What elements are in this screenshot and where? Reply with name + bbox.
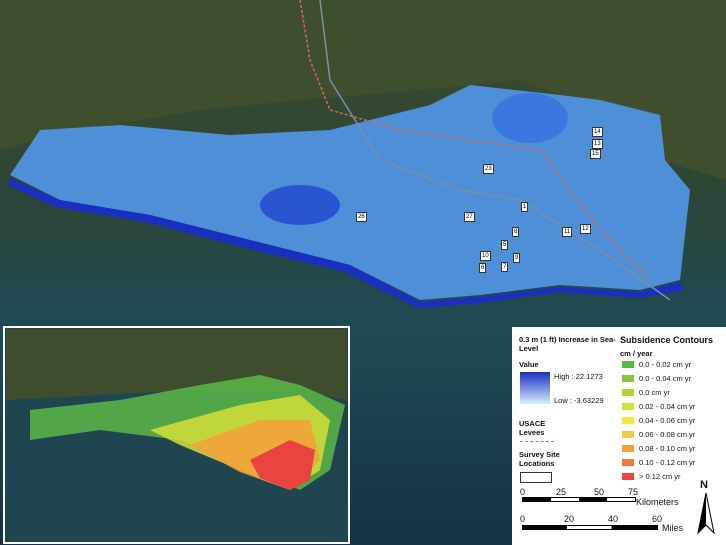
levee-title: USACE Levees [519, 419, 546, 437]
km-unit: Kilometers [636, 497, 679, 507]
class-label: 0.0 cm yr [639, 388, 670, 397]
class-label: 0.10 - 0.12 cm yr [639, 458, 696, 467]
value-low: Low : -3.63229 [554, 396, 604, 405]
value-heading: Value [519, 360, 539, 369]
coast-edge [8, 178, 684, 308]
north-arrow [697, 493, 715, 535]
subsidence-title: Subsidence Contours [620, 335, 714, 345]
site-label: 26 [356, 212, 367, 222]
site-label: 6 [479, 263, 487, 273]
km-tick-label: 25 [556, 487, 567, 497]
legend-title: 0.3 m (1 ft) Increase in Sea-Level [519, 335, 616, 353]
class-swatch [622, 445, 634, 452]
class-swatch [622, 361, 634, 368]
site-label: 13 [592, 139, 603, 149]
site-label: 15 [590, 149, 601, 159]
lake [492, 93, 568, 143]
site-label: 7 [501, 262, 509, 272]
site-swatch [520, 472, 552, 483]
km-tick-label: 50 [594, 487, 605, 497]
mi-unit: Miles [662, 523, 684, 533]
site-label: 1 [521, 202, 529, 212]
site-label: 5 [501, 240, 509, 250]
mi-tick-label: 20 [564, 514, 575, 524]
site-label: 14 [592, 127, 603, 137]
site-label: 10 [480, 251, 491, 261]
class-swatch [622, 375, 634, 382]
km-tick-label: 75 [628, 487, 639, 497]
class-swatch [622, 473, 634, 480]
land [0, 0, 726, 180]
class-label: 0.06 - 0.08 cm yr [639, 430, 696, 439]
class-swatch [622, 431, 634, 438]
site-title: Survey Site Locations [519, 450, 560, 468]
class-swatch [622, 403, 634, 410]
km-bar [522, 497, 636, 502]
km-tick-label: 0 [520, 487, 526, 497]
levee-swatch [520, 441, 554, 442]
mi-bar [522, 525, 658, 530]
class-label: 0.04 - 0.06 cm yr [639, 416, 696, 425]
mi-tick-label: 0 [520, 514, 526, 524]
mi-tick-label: 40 [608, 514, 619, 524]
north-label: N [700, 479, 708, 491]
inset-map [3, 326, 350, 544]
class-label: 0.0 - 0.04 cm yr [639, 374, 692, 383]
class-swatch [622, 417, 634, 424]
site-label: 9 [513, 253, 521, 263]
zone-4 [250, 440, 315, 490]
river [319, 0, 671, 301]
mi-tick-label: 60 [652, 514, 663, 524]
subsidence-unit: cm / year [620, 349, 653, 358]
class-label: 0.08 - 0.10 cm yr [639, 444, 696, 453]
bay [260, 185, 340, 225]
value-high: High : 22.1273 [554, 372, 603, 381]
class-label: > 0.12 cm yr [639, 472, 681, 481]
site-label: 11 [562, 227, 573, 237]
class-label: 0.02 - 0.04 cm yr [639, 402, 696, 411]
legend: 0.3 m (1 ft) Increase in Sea-Level Value… [512, 327, 726, 545]
site-label: 8 [512, 227, 520, 237]
value-ramp [520, 372, 550, 404]
site-label: 27 [464, 212, 475, 222]
class-swatch [622, 389, 634, 396]
levee [299, 0, 651, 281]
class-label: 0.0 - 0.02 cm yr [639, 360, 692, 369]
site-label: 12 [580, 224, 591, 234]
site-label: 23 [483, 164, 494, 174]
class-swatch [622, 459, 634, 466]
